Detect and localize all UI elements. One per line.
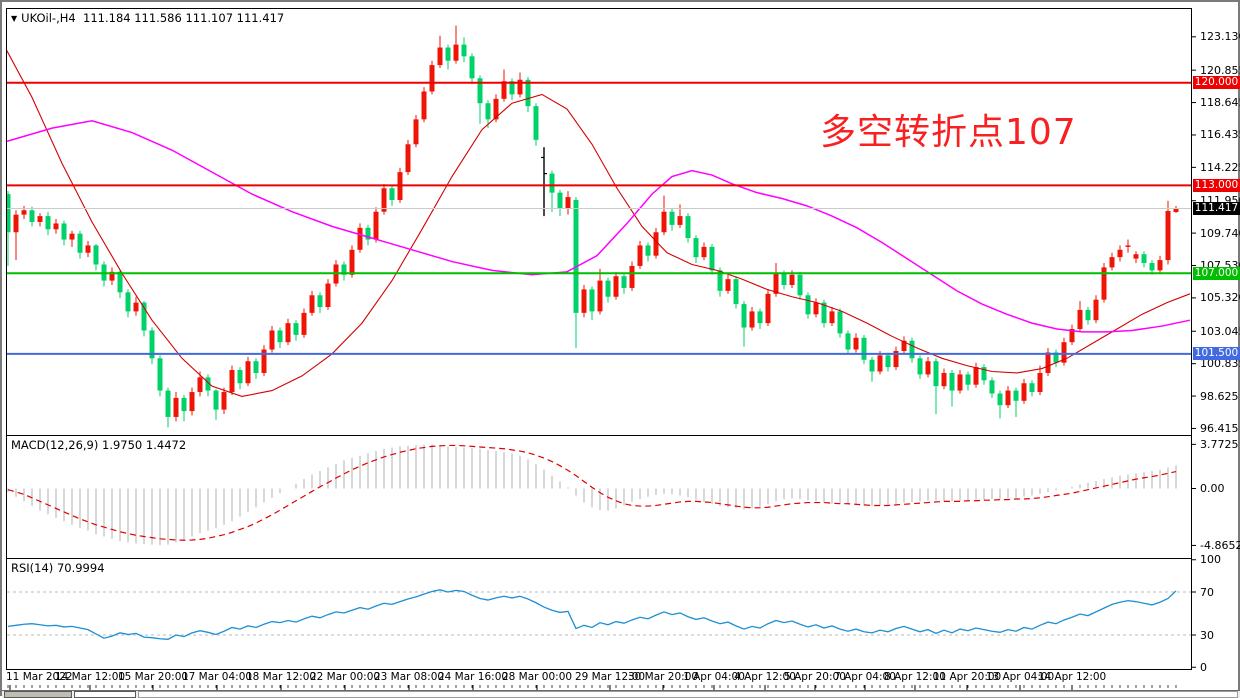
time-label: 15 Mar 20:00 <box>117 671 189 683</box>
time-label: 11 Apr 20:00 <box>932 671 1002 683</box>
price-badge-107.000: 107.000 <box>1193 266 1240 280</box>
time-label: 22 Mar 00:00 <box>309 671 381 683</box>
price-tick-label: 114.225 <box>1200 160 1240 174</box>
ohlc-close: 111.417 <box>236 11 285 25</box>
price-badge-113.000: 113.000 <box>1193 178 1240 192</box>
time-label: 11 Mar 2022 <box>6 671 73 683</box>
time-label: 4 Apr 12:00 <box>734 671 796 683</box>
indicator-tick-label: 30 <box>1200 628 1214 642</box>
price-tick-label: 105.320 <box>1200 291 1240 305</box>
macd-signal-value: 1.4472 <box>145 438 187 452</box>
scrollbar-segment-2[interactable] <box>138 691 1238 698</box>
rsi-label: RSI(14) 70.9994 <box>11 561 105 575</box>
time-label: 8 Apr 12:00 <box>884 671 946 683</box>
price-tick-label: 123.130 <box>1200 30 1240 44</box>
scrollbar-segment-0[interactable] <box>4 691 72 698</box>
symbol-label: UKOil-,H4 <box>21 11 76 25</box>
macd-indicator-panel[interactable] <box>6 435 1192 559</box>
price-tick-label: 103.045 <box>1200 324 1240 338</box>
time-label: 14 Mar 12:00 <box>54 671 126 683</box>
time-label: 13 Apr 04:00 <box>985 671 1055 683</box>
time-label: 17 Mar 04:00 <box>181 671 253 683</box>
price-badge-101.500: 101.500 <box>1193 347 1240 361</box>
annotation-text: 多空转折点107 <box>820 112 1077 153</box>
horizontal-scrollbar[interactable] <box>2 690 1240 698</box>
chart-title: ▼ UKOil-,H4 111.184 111.586 111.107 111.4… <box>11 11 284 25</box>
price-tick-label: 100.835 <box>1200 357 1240 371</box>
ohlc-high: 111.586 <box>134 11 182 25</box>
price-tick-label: 118.645 <box>1200 96 1240 110</box>
time-label: 14 Apr 12:00 <box>1037 671 1107 683</box>
scrollbar-segment-1[interactable] <box>74 691 136 698</box>
time-label: 29 Mar 12:00 <box>574 671 646 683</box>
rsi-indicator-panel[interactable] <box>6 558 1192 670</box>
indicator-tick-label: 0 <box>1200 660 1207 674</box>
macd-main-value: 1.9750 <box>102 438 143 452</box>
macd-label: MACD(12,26,9) 1.9750 1.4472 <box>11 438 186 452</box>
price-badge-111.417: 111.417 <box>1193 202 1240 216</box>
symbol-dropdown-icon[interactable]: ▼ <box>11 14 18 23</box>
ohlc-open: 111.184 <box>83 11 131 25</box>
price-badge-120.000: 120.000 <box>1193 76 1240 90</box>
indicator-tick-label: 100 <box>1200 553 1221 567</box>
time-label: 1 Apr 04:00 <box>683 671 745 683</box>
indicator-tick-label: -4.8652 <box>1200 538 1240 552</box>
time-label: 30 Mar 20:00 <box>627 671 699 683</box>
time-axis[interactable]: 11 Mar 2022 14 Mar 12:00 15 Mar 20:00 17 Ma… <box>2 670 1240 685</box>
time-label: 7 Apr 04:00 <box>834 671 896 683</box>
ohlc-low: 111.107 <box>185 11 234 25</box>
price-tick-label: 120.855 <box>1200 63 1240 77</box>
price-tick-label: 116.435 <box>1200 128 1240 142</box>
main-chart-panel[interactable] <box>6 8 1192 436</box>
indicator-tick-label: 70 <box>1200 585 1214 599</box>
time-label: 5 Apr 20:00 <box>784 671 846 683</box>
time-label: 24 Mar 16:00 <box>437 671 509 683</box>
macd-name: MACD(12,26,9) <box>11 438 99 452</box>
time-label: 18 Mar 12:00 <box>245 671 317 683</box>
price-axis[interactable]: 123.130120.855118.645116.435114.225111.9… <box>1192 2 1240 674</box>
indicator-tick-label: 0.00 <box>1200 482 1225 495</box>
time-label: 28 Mar 00:00 <box>501 671 573 683</box>
price-tick-label: 98.625 <box>1200 389 1239 403</box>
rsi-name: RSI(14) <box>11 561 54 575</box>
rsi-value: 70.9994 <box>56 561 105 575</box>
price-tick-label: 109.740 <box>1200 226 1240 240</box>
price-tick-label: 96.415 <box>1200 421 1239 435</box>
time-label: 23 Mar 08:00 <box>373 671 445 683</box>
indicator-tick-label: 3.7725 <box>1200 437 1239 451</box>
